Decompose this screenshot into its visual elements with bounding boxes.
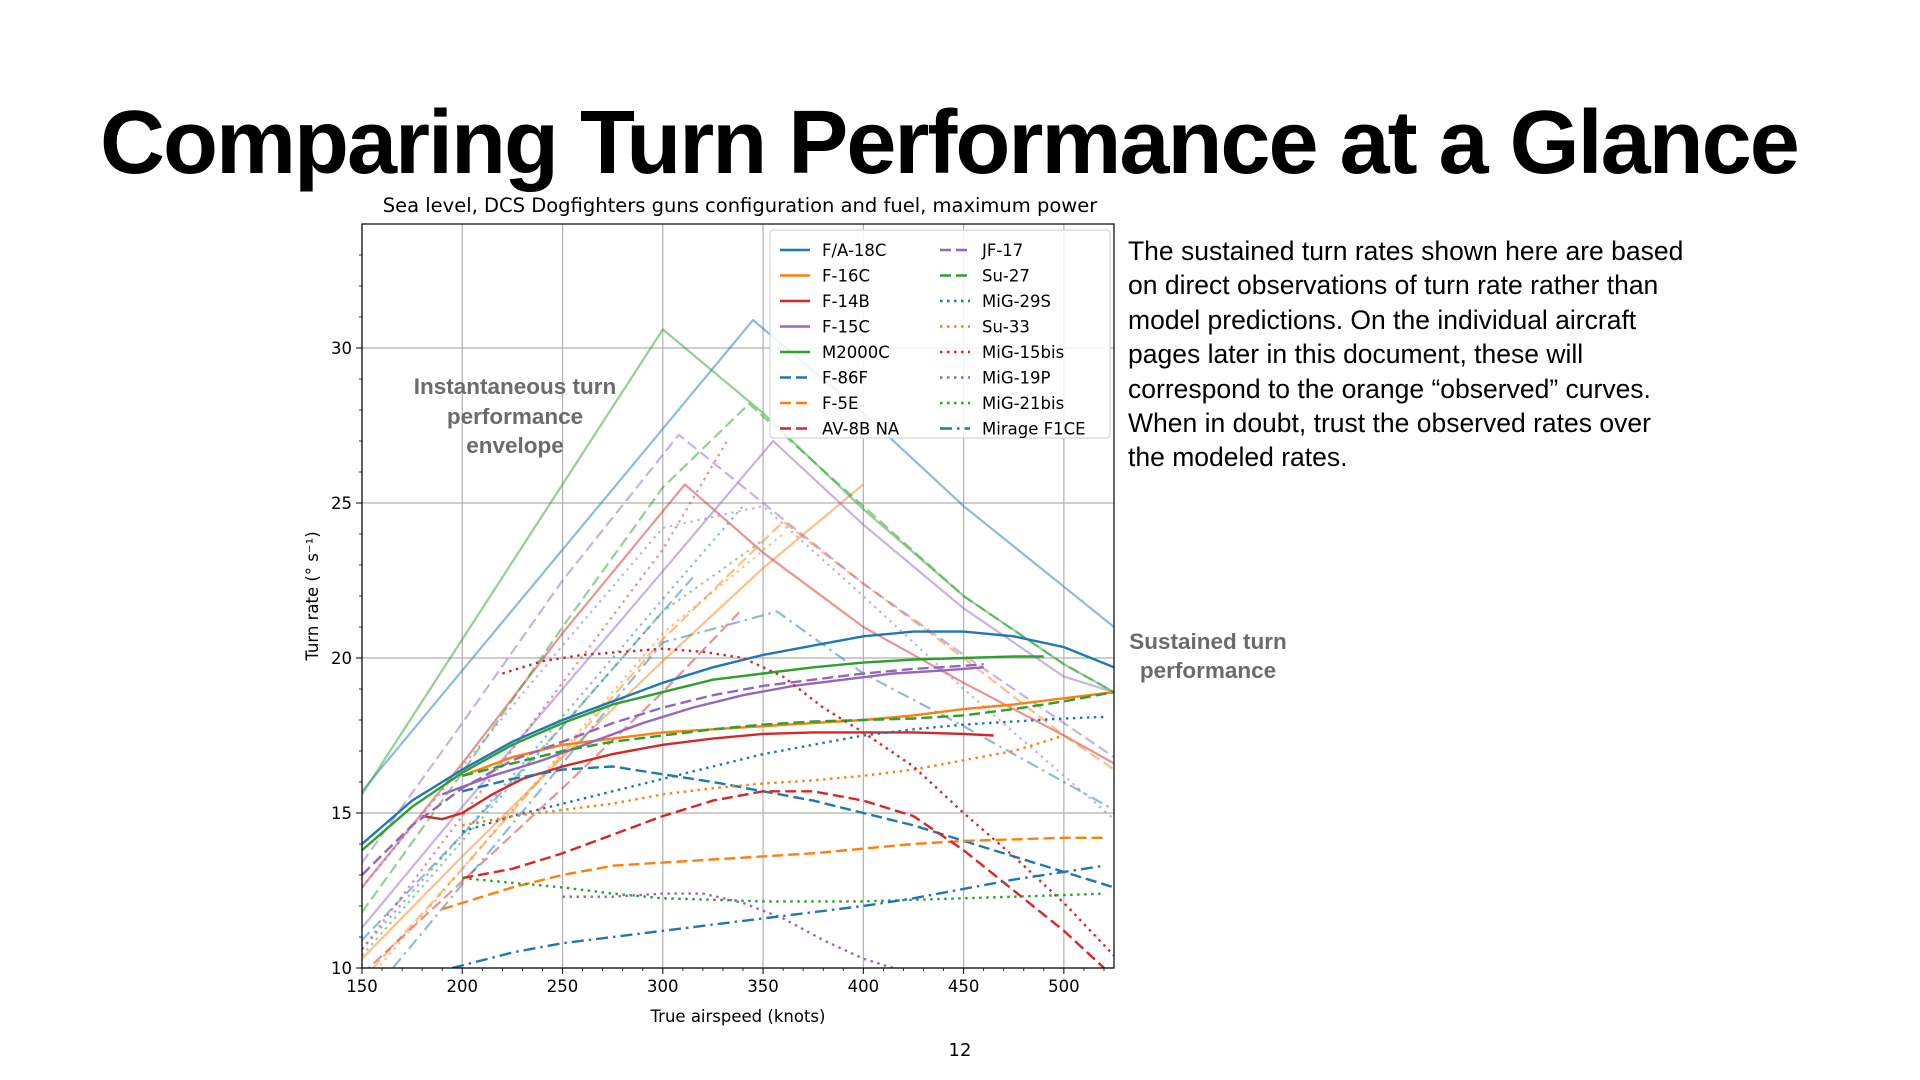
- instantaneous-line-f-14b: [362, 482, 1114, 889]
- legend-item-f-15c: F-15C: [780, 318, 870, 337]
- sustained-lines: [362, 630, 1114, 968]
- y-tick-label: 30: [331, 339, 352, 358]
- legend: F/A-18C F-16C F-14B F-15C M2000C F-86F F-5E AV-…: [769, 229, 1111, 439]
- y-tick-label: 10: [331, 959, 352, 978]
- x-axis-label: True airspeed (knots): [650, 1007, 826, 1026]
- x-tick-label: 200: [447, 977, 479, 996]
- y-tick-label: 25: [331, 494, 352, 513]
- legend-label: F-15C: [822, 318, 870, 337]
- legend-item-av-8b-na: AV-8B NA: [780, 420, 900, 439]
- legend-item-f-a-18c: F/A-18C: [780, 241, 886, 260]
- y-tick-label: 20: [331, 649, 352, 668]
- legend-label: F/A-18C: [822, 241, 886, 260]
- sustained-annotation-line: Sustained turn: [1129, 629, 1287, 654]
- y-tick-label: 15: [331, 804, 352, 823]
- sustained-line-f-5e: [441, 836, 1104, 911]
- instantaneous-line-av-8b-na: [367, 607, 744, 968]
- axis-ticks: 150 200 250 300 350 400 450 500 10 15 20 25 30: [331, 254, 1105, 996]
- instantaneous-line-f-16c: [362, 483, 865, 960]
- instantaneous-line-su-27: [362, 402, 1114, 913]
- chart-title: Sea level, DCS Dogfighters guns configur…: [383, 194, 1098, 217]
- sustained-line-jf-17: [362, 663, 984, 876]
- x-tick-label: 150: [346, 977, 378, 996]
- sustained-line-f-86f: [462, 765, 1114, 889]
- legend-label: F-5E: [822, 394, 858, 413]
- sustained-line-mig-21bis: [462, 876, 1105, 903]
- legend-item-jf-17: JF-17: [940, 241, 1023, 260]
- x-tick-label: 400: [848, 977, 880, 996]
- x-tick-label: 450: [948, 977, 980, 996]
- legend-label: F-16C: [822, 267, 870, 286]
- legend-label: JF-17: [981, 241, 1023, 260]
- legend-label: AV-8B NA: [822, 420, 900, 439]
- instantaneous-annotation-line: envelope: [466, 433, 564, 458]
- legend-item-mig-19p: MiG-19P: [940, 369, 1051, 388]
- instantaneous-line-jf-17: [362, 433, 1114, 864]
- legend-label: MiG-19P: [982, 369, 1051, 388]
- sustained-line-mig-19p: [562, 892, 898, 968]
- legend-item-mig-21bis: MiG-21bis: [940, 394, 1064, 413]
- x-tick-label: 250: [547, 977, 579, 996]
- slide-title: Comparing Turn Performance at a Glance: [100, 93, 1800, 193]
- instantaneous-line-su-33: [376, 533, 784, 968]
- instantaneous-line-mig-21bis: [362, 539, 764, 957]
- page-number: 12: [948, 1040, 972, 1061]
- legend-label: Su-33: [982, 318, 1030, 337]
- instantaneous-annotation-line: Instantaneous turn: [414, 374, 617, 399]
- legend-item-mirage-f1ce: Mirage F1CE: [940, 420, 1086, 439]
- instantaneous-annotation-line: performance: [447, 404, 583, 429]
- legend-item-f-14b: F-14B: [780, 292, 870, 311]
- turn-rate-chart: Sea level, DCS Dogfighters guns configur…: [290, 190, 1287, 1040]
- sustained-line-mig-29s: [461, 715, 1105, 833]
- legend-item-f-5e: F-5E: [780, 394, 858, 413]
- legend-label: M2000C: [822, 343, 890, 362]
- legend-label: Mirage F1CE: [982, 420, 1086, 439]
- body-text: The sustained turn rates shown here are …: [1128, 236, 1684, 473]
- instantaneous-line-f-a-18c: [362, 318, 1114, 793]
- sustained-line-f-14b: [422, 731, 994, 821]
- sustained-line-f-16c: [461, 690, 1114, 777]
- legend-label: F-14B: [822, 292, 870, 311]
- x-tick-label: 500: [1048, 977, 1080, 996]
- instantaneous-annotation: Instantaneous turn performance envelope: [414, 374, 617, 458]
- legend-label: MiG-21bis: [982, 394, 1064, 413]
- sustained-line-su-27: [462, 690, 1114, 777]
- legend-item-su-27: Su-27: [940, 267, 1030, 286]
- y-axis-label: Turn rate (° s⁻¹): [303, 531, 322, 661]
- sustained-line-mig-15bis: [502, 647, 1114, 957]
- sustained-line-f-a-18c: [362, 630, 1114, 845]
- sustained-annotation: Sustained turn performance: [1129, 629, 1287, 683]
- legend-item-f-16c: F-16C: [780, 267, 870, 286]
- legend-item-m2000c: M2000C: [780, 343, 890, 362]
- sustained-annotation-line: performance: [1140, 658, 1276, 683]
- legend-label: MiG-15bis: [982, 343, 1064, 362]
- sustained-line-m2000c: [362, 655, 1044, 852]
- chart-svg: Sea level, DCS Dogfighters guns configur…: [303, 194, 1115, 1026]
- instantaneous-line-f-86f: [362, 576, 694, 941]
- x-tick-label: 300: [647, 977, 679, 996]
- sustained-line-mirage-f1ce: [451, 864, 1105, 968]
- sustained-line-su-33: [462, 734, 1065, 827]
- legend-item-su-33: Su-33: [940, 318, 1030, 337]
- sustained-line-f-15c: [441, 666, 984, 796]
- legend-item-mig-29s: MiG-29S: [940, 292, 1051, 311]
- instantaneous-line-mig-15bis: [362, 440, 728, 951]
- legend-label: MiG-29S: [982, 292, 1051, 311]
- sustained-line-av-8b-na: [462, 790, 1105, 968]
- legend-box: [769, 229, 1111, 439]
- legend-item-f-86f: F-86F: [780, 369, 868, 388]
- legend-item-mig-15bis: MiG-15bis: [940, 343, 1064, 362]
- legend-label: Su-27: [982, 267, 1030, 286]
- instantaneous-line-mirage-f1ce: [391, 610, 1114, 968]
- legend-label: F-86F: [822, 369, 868, 388]
- x-tick-label: 350: [747, 977, 779, 996]
